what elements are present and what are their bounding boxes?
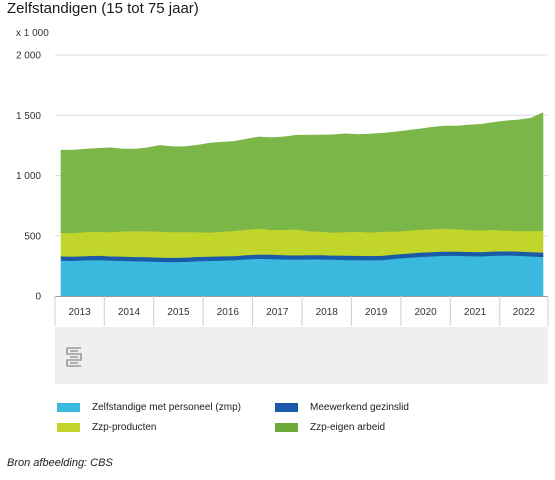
- legend-item-eigen-arbeid[interactable]: Zzp-eigen arbeid: [275, 422, 385, 433]
- legend-label: Zelfstandige met personeel (zmp): [92, 402, 241, 413]
- y-tick-label: 2 000: [16, 51, 41, 62]
- logo-panel: [55, 327, 548, 384]
- x-tick-label: 2022: [513, 307, 536, 318]
- legend-swatch: [57, 403, 80, 412]
- legend-item-gezinslid[interactable]: Meewerkend gezinslid: [275, 402, 409, 413]
- legend-swatch: [275, 403, 298, 412]
- x-tick-label: 2014: [118, 307, 141, 318]
- legend-label: Meewerkend gezinslid: [310, 402, 409, 413]
- x-tick-label: 2016: [217, 307, 240, 318]
- area-series: [60, 112, 544, 234]
- y-tick-label: 1 500: [16, 111, 41, 122]
- legend-item-zmp[interactable]: Zelfstandige met personeel (zmp): [57, 402, 241, 413]
- x-tick-label: 2019: [365, 307, 388, 318]
- stacked-area-chart: 0 500 1 000 1 500 2 000 2013 2014 2015 2016 2017 2…: [16, 51, 549, 326]
- y-tick-label: 1 000: [16, 171, 41, 182]
- x-tick-label: 2020: [414, 307, 437, 318]
- y-tick-label: 500: [24, 231, 41, 242]
- x-tick-label: 2021: [464, 307, 487, 318]
- legend-swatch: [57, 423, 80, 432]
- legend-label: Zzp-producten: [92, 422, 157, 433]
- x-tick-label: 2015: [167, 307, 190, 318]
- y-tick-label: 0: [35, 292, 41, 303]
- x-tick-label: 2018: [316, 307, 339, 318]
- legend-swatch: [275, 423, 298, 432]
- cbs-logo-icon: [66, 347, 82, 367]
- legend-label: Zzp-eigen arbeid: [310, 422, 386, 433]
- chart-title: Zelfstandigen (15 tot 75 jaar): [7, 0, 199, 17]
- x-tick-label: 2013: [69, 307, 92, 318]
- unit-label: x 1 000: [16, 28, 49, 39]
- area-series: [60, 254, 544, 297]
- source-note: Bron afbeelding: CBS: [7, 457, 113, 469]
- x-tick-label: 2017: [266, 307, 289, 318]
- legend-item-producten[interactable]: Zzp-producten: [57, 422, 156, 433]
